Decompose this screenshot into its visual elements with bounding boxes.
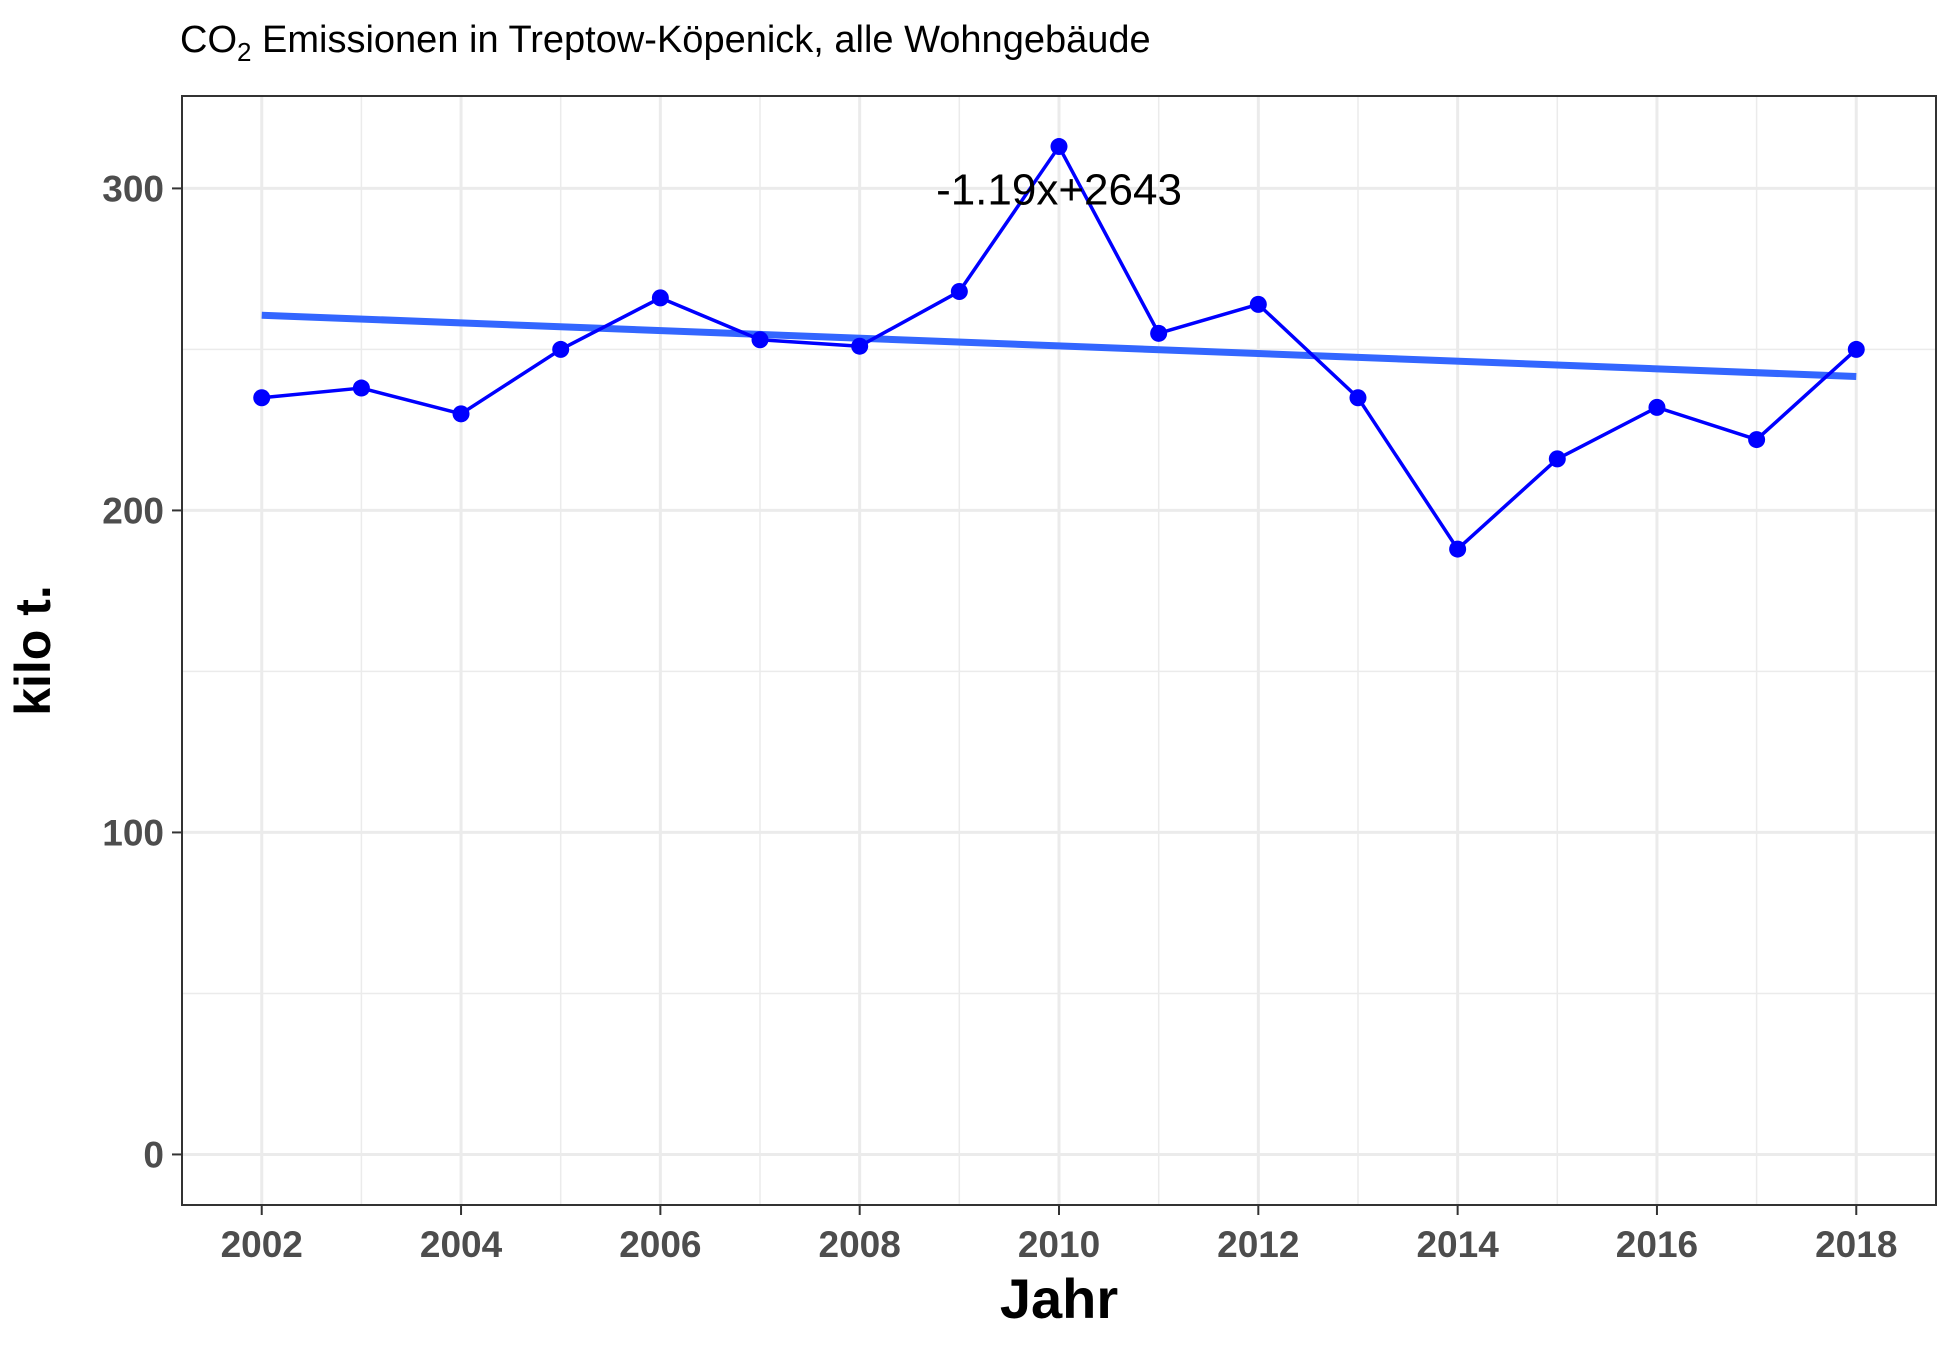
data-point [352, 379, 370, 397]
data-point [1648, 398, 1666, 416]
y-axis-title: kilo t. [5, 585, 61, 716]
data-point [552, 340, 570, 358]
data-point [253, 389, 271, 407]
x-tick-label: 2006 [619, 1224, 701, 1265]
x-tick-label: 2016 [1616, 1224, 1698, 1265]
y-tick-label: 200 [102, 490, 164, 531]
data-point [1548, 450, 1566, 468]
y-axis: 0 100 200 300 [102, 168, 182, 1175]
x-tick-label: 2014 [1416, 1224, 1499, 1265]
x-tick-label: 2004 [420, 1224, 503, 1265]
data-point [1249, 295, 1267, 313]
data-point [651, 289, 669, 307]
trend-line [261, 311, 1857, 381]
chart-title: CO2 Emissionen in Treptow-Köpenick, alle… [180, 19, 1151, 67]
y-tick-label: 300 [102, 168, 164, 209]
data-point [1449, 540, 1467, 558]
x-tick-label: 2018 [1815, 1224, 1897, 1265]
data-point [1847, 340, 1865, 358]
x-tick-label: 2012 [1217, 1224, 1299, 1265]
data-point [452, 405, 470, 423]
y-tick-label: 0 [143, 1134, 164, 1175]
data-point [1748, 431, 1766, 449]
trend-line-layer [261, 311, 1857, 381]
data-point [950, 282, 968, 300]
data-point [1150, 324, 1168, 342]
data-point [751, 331, 769, 349]
grid [182, 96, 1936, 1205]
series-layer [253, 138, 1865, 558]
x-axis-title: Jahr [1000, 1267, 1118, 1330]
data-point [851, 337, 869, 355]
y-tick-label: 100 [102, 812, 164, 853]
data-point [1349, 389, 1367, 407]
x-axis: 2002 2004 2006 2008 2010 2012 2014 2016 2018 [221, 1205, 1897, 1265]
x-tick-label: 2002 [221, 1224, 303, 1265]
x-tick-label: 2010 [1018, 1224, 1100, 1265]
trend-equation-annotation: -1.19x+2643 [936, 165, 1182, 214]
data-point [1050, 138, 1068, 156]
x-tick-label: 2008 [819, 1224, 901, 1265]
